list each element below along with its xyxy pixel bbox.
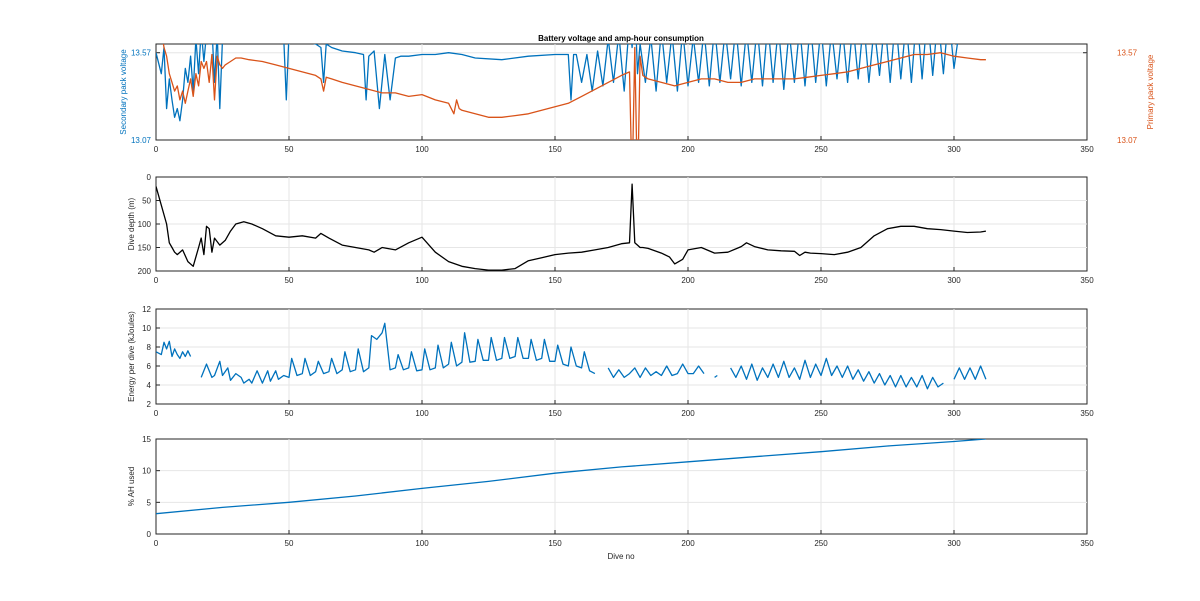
series-line-0 (156, 439, 986, 515)
y-tick-label: 2 (147, 400, 152, 409)
x-tick-label: 350 (1080, 409, 1094, 418)
x-tick-label: 150 (548, 539, 562, 548)
y-tick-label: 12 (142, 305, 151, 314)
y-tick-label: 150 (138, 244, 152, 253)
panel-ah-used: 0 50 100 150 200 250 300 350 0 5 10 15 % AH used (127, 435, 1094, 548)
x-tick-label: 50 (285, 276, 294, 285)
y-axis-label: Energy per dive (kJoules) (127, 311, 136, 402)
x-tick-label: 200 (681, 276, 695, 285)
series-segment-0 (156, 340, 192, 360)
series-segment-2 (607, 363, 705, 379)
y-axis-label: Dive depth (m) (127, 197, 136, 250)
x-tick-label: 250 (814, 145, 828, 154)
y-tick-label: 10 (142, 324, 151, 333)
x-tick-label: 250 (814, 409, 828, 418)
y-tick-label: 50 (142, 197, 151, 206)
x-tick-label: 300 (947, 276, 961, 285)
y-tick-label: 13.57 (131, 49, 152, 58)
x-tick-label: 250 (814, 539, 828, 548)
y-right-axis-label: Primary pack voltage (1146, 54, 1155, 129)
y-tick-label: 0 (147, 173, 152, 182)
series-segment-1 (200, 322, 596, 384)
x-tick-label: 50 (285, 409, 294, 418)
x-tick-label: 50 (285, 539, 294, 548)
series-line-0 (156, 183, 987, 271)
x-tick-label: 300 (947, 145, 961, 154)
x-tick-label: 0 (154, 145, 159, 154)
y-tick-label: 15 (142, 435, 151, 444)
series-line-1 (162, 44, 986, 140)
x-tick-label: 150 (548, 409, 562, 418)
series-segment-5 (953, 365, 987, 380)
y-axis-label: % AH used (127, 467, 136, 507)
x-tick-label: 100 (415, 409, 429, 418)
x-tick-label: 350 (1080, 145, 1094, 154)
y-tick-label: 8 (147, 343, 152, 352)
y-right-tick-label: 13.07 (1117, 136, 1138, 145)
x-tick-label: 0 (154, 539, 159, 548)
y-tick-label: 13.07 (131, 136, 152, 145)
y-tick-label: 10 (142, 467, 151, 476)
plot-area (155, 308, 1088, 405)
x-tick-label: 100 (415, 539, 429, 548)
panel-battery-voltage: 0 50 100 150 200 250 300 350 13.07 13.57 13.07 13.5… (119, 43, 1155, 154)
x-tick-label: 100 (415, 276, 429, 285)
series-segment-3 (714, 374, 718, 378)
x-tick-label: 250 (814, 276, 828, 285)
y-tick-label: 200 (138, 267, 152, 276)
chart-title: Battery voltage and amp-hour consumption (538, 34, 704, 43)
x-tick-label: 300 (947, 539, 961, 548)
x-tick-label: 150 (548, 276, 562, 285)
plot-lines (156, 183, 987, 271)
series-line-0 (156, 44, 959, 122)
x-tick-label: 100 (415, 145, 429, 154)
panel-energy-per-dive: 0 50 100 150 200 250 300 350 2 4 6 8 10 12 Energy per … (127, 305, 1094, 418)
plot-lines (156, 44, 986, 140)
x-tick-label: 200 (681, 409, 695, 418)
plot-area (155, 438, 1088, 535)
x-tick-label: 50 (285, 145, 294, 154)
y-right-tick-label: 13.57 (1117, 49, 1138, 58)
x-tick-label: 200 (681, 539, 695, 548)
x-tick-label: 300 (947, 409, 961, 418)
x-tick-label: 350 (1080, 539, 1094, 548)
x-tick-label: 350 (1080, 276, 1094, 285)
x-tick-label: 150 (548, 145, 562, 154)
x-tick-label: 0 (154, 276, 159, 285)
y-tick-label: 0 (147, 530, 152, 539)
panel-dive-depth: 0 50 100 150 200 250 300 350 0 50 100 150 200 Dive de… (127, 173, 1094, 285)
plot-lines (156, 322, 987, 390)
y-axis-label: Secondary pack voltage (119, 49, 128, 135)
series-segment-4 (730, 357, 944, 390)
y-tick-label: 5 (147, 498, 152, 507)
plot-lines (156, 439, 986, 515)
x-axis-label: Dive no (607, 552, 635, 561)
x-tick-label: 200 (681, 145, 695, 154)
y-tick-label: 4 (147, 381, 152, 390)
y-tick-label: 6 (147, 362, 152, 371)
y-tick-label: 100 (138, 220, 152, 229)
x-tick-label: 0 (154, 409, 159, 418)
